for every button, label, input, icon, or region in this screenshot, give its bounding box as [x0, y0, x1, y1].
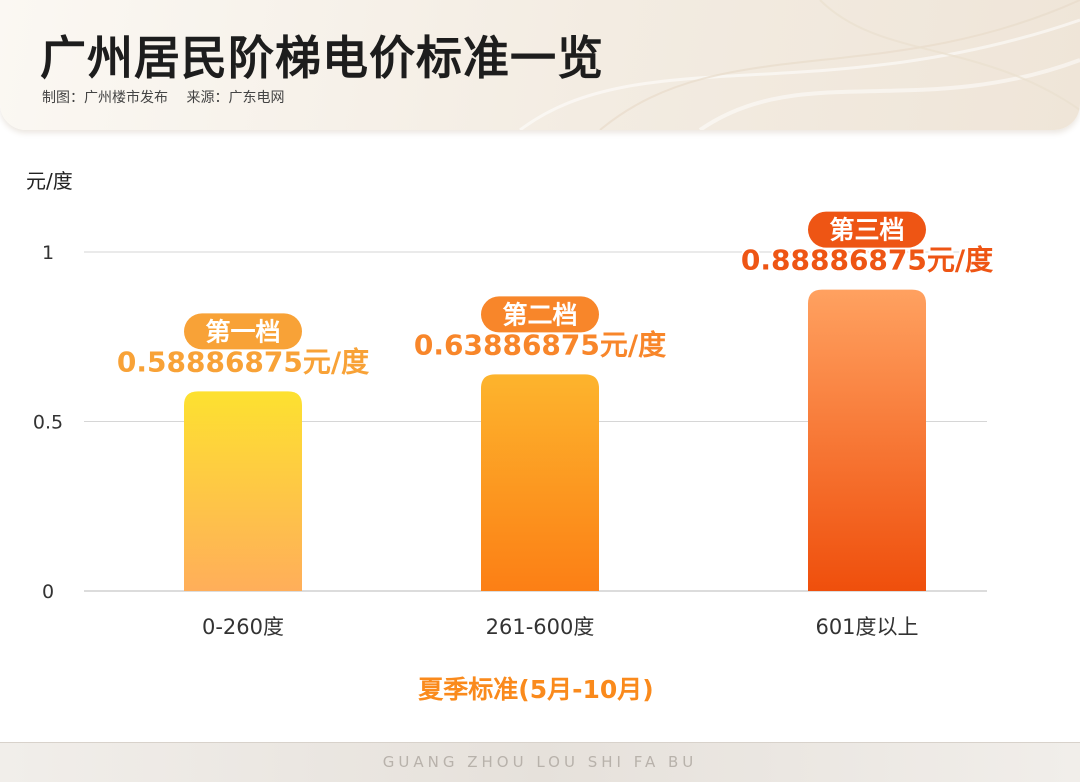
y-tick-label: 1 — [42, 242, 54, 264]
footer-bar: GUANG ZHOU LOU SHI FA BU — [0, 742, 1080, 782]
y-tick-label: 0 — [42, 581, 54, 603]
credit-text: 制图：广州楼市发布 — [42, 90, 168, 106]
decorative-waves — [519, 0, 1080, 130]
bar — [184, 391, 302, 591]
tier-label: 第三档 — [829, 216, 904, 245]
value-label: 0.88886875元/度 — [741, 244, 993, 277]
bar — [481, 374, 599, 591]
source-text: 来源：广东电网 — [186, 90, 285, 106]
x-tick-label: 261-600度 — [486, 615, 595, 639]
x-tick-label: 601度以上 — [815, 615, 918, 639]
tier-badge — [184, 313, 302, 350]
subtitle: 制图：广州楼市发布 来源：广东电网 — [42, 87, 284, 107]
x-tick-labels: 0-260度 261-600度 601度以上 — [202, 615, 919, 639]
value-label: 0.63886875元/度 — [414, 328, 666, 361]
header-banner: 广州居民阶梯电价标准一览 制图：广州楼市发布 来源：广东电网 — [0, 0, 1080, 130]
tier-label: 第二档 — [502, 300, 577, 329]
page-title: 广州居民阶梯电价标准一览 — [40, 31, 604, 85]
value-label: 0.58886875元/度 — [117, 345, 369, 378]
y-tick-label: 0.5 — [33, 412, 63, 434]
bars — [184, 289, 926, 591]
y-tick-labels: 00.51 — [33, 242, 63, 603]
tier-label: 第一档 — [205, 317, 280, 346]
bar — [808, 289, 926, 591]
tier-badge — [808, 211, 926, 248]
tier-badge — [481, 296, 599, 333]
y-axis-label: 元/度 — [26, 169, 73, 193]
footer-text: GUANG ZHOU LOU SHI FA BU — [382, 753, 698, 771]
x-axis-label: 夏季标准(5月-10月) — [418, 675, 653, 704]
x-tick-label: 0-260度 — [202, 615, 284, 639]
